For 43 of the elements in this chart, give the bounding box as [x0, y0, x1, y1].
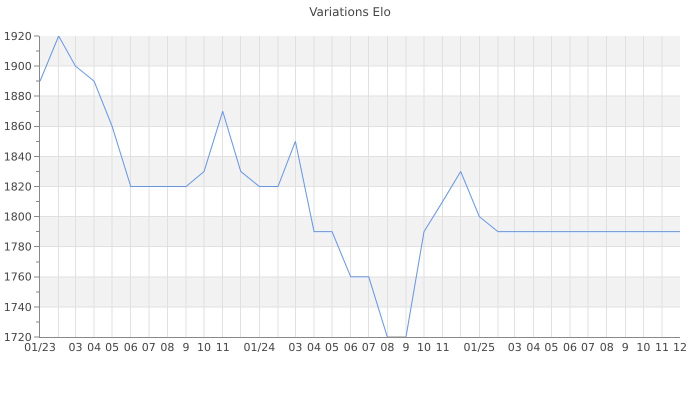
y-tick-label: 1860: [4, 120, 32, 134]
x-tick-label: 11: [216, 341, 230, 354]
y-tick-label: 1720: [4, 330, 32, 344]
x-tick-label: 06: [344, 341, 358, 354]
x-tick-label: 07: [142, 341, 156, 354]
y-tick-label: 1840: [4, 150, 32, 164]
x-tick-label: 04: [526, 341, 540, 354]
y-tick-label: 1900: [4, 60, 32, 73]
x-tick-label: 03: [508, 341, 522, 354]
chart-title: Variations Elo: [309, 5, 391, 20]
x-tick-label: 10: [417, 341, 431, 354]
x-tick-label: 11: [654, 341, 669, 354]
y-tick-label: 1820: [4, 180, 32, 194]
x-tick-label: 10: [197, 341, 212, 354]
x-tick-label: 04: [307, 341, 322, 354]
x-tick-label: 05: [544, 341, 558, 354]
y-tick-label: 1880: [4, 90, 32, 104]
x-tick-label: 04: [87, 341, 102, 354]
y-tick-label: 1920: [4, 30, 32, 43]
x-tick-label: 08: [160, 341, 174, 354]
x-tick-label: 9: [402, 341, 410, 354]
x-tick-label: 9: [622, 341, 629, 354]
y-tick-label: 1800: [4, 210, 32, 224]
x-tick-label: 01/24: [243, 341, 276, 354]
x-tick-label: 9: [182, 341, 190, 354]
x-tick-label: 05: [325, 341, 340, 354]
y-tick-label: 1760: [4, 270, 32, 284]
x-tick-label: 12: [673, 341, 687, 354]
x-tick-label: 01/23: [24, 341, 56, 354]
x-tick-label: 11: [436, 341, 450, 354]
x-tick-label: 05: [105, 341, 120, 354]
x-tick-label: 01/25: [463, 341, 496, 354]
x-tick-label: 08: [600, 341, 614, 354]
x-tick-label: 08: [380, 341, 394, 354]
x-tick-label: 03: [68, 341, 82, 354]
x-tick-label: 10: [636, 341, 650, 354]
x-tick-label: 06: [124, 341, 138, 354]
y-tick-label: 1740: [4, 300, 32, 314]
x-tick-label: 03: [288, 341, 302, 354]
y-tick-label: 1780: [4, 240, 32, 254]
x-tick-label: 07: [581, 341, 596, 354]
x-tick-label: 06: [563, 341, 578, 354]
x-tick-label: 07: [362, 341, 376, 354]
